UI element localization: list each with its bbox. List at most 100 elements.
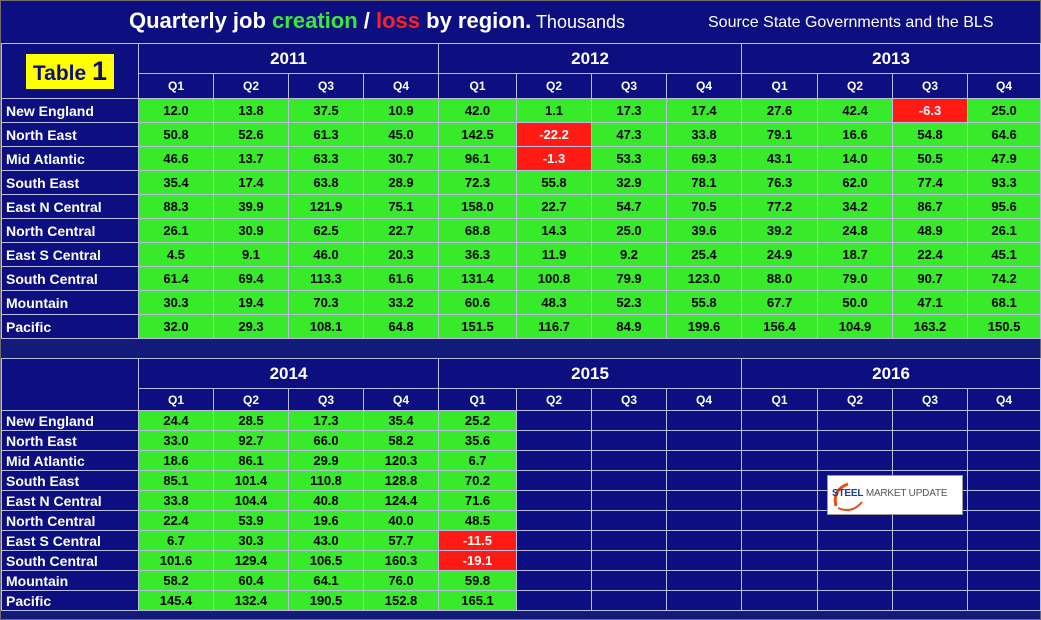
- value-cell: 22.7: [516, 194, 593, 219]
- value-cell: 101.4: [213, 470, 289, 491]
- value-cell: 19.6: [288, 510, 364, 531]
- empty-cell: [591, 570, 668, 591]
- value-cell: 1.1: [516, 98, 593, 123]
- value-cell: 95.6: [967, 194, 1041, 219]
- quarter-header-row: Q1 Q2 Q3 Q4 Q1 Q2 Q3 Q4 Q1 Q2 Q3 Q4: [2, 388, 1041, 411]
- table-row: North East 50.8 52.6 61.3 45.0 142.5 -22.2 47.3…: [1, 122, 1041, 147]
- value-cell: 85.1: [138, 470, 214, 491]
- corner-cell: [1, 358, 139, 411]
- value-cell: 55.8: [666, 290, 743, 315]
- value-cell: 35.6: [438, 430, 518, 451]
- empty-cell: [741, 530, 819, 551]
- table-badge: Table 1: [24, 52, 116, 90]
- logo-brand-rest: MARKET UPDATE: [863, 488, 948, 499]
- value-cell: 129.4: [213, 550, 289, 571]
- value-cell: 25.4: [666, 242, 743, 267]
- value-cell: 30.9: [213, 218, 289, 243]
- value-cell: 14.0: [817, 146, 894, 171]
- quarter-header: Q3: [288, 73, 364, 99]
- value-cell: 16.6: [817, 122, 894, 147]
- value-cell: 47.1: [892, 290, 969, 315]
- value-cell: 25.2: [438, 410, 518, 431]
- value-cell: 106.5: [288, 550, 364, 571]
- value-cell: 190.5: [288, 590, 364, 611]
- value-cell: 57.7: [362, 530, 440, 551]
- empty-cell: [591, 430, 668, 451]
- value-cell: 79.0: [817, 266, 894, 291]
- table-row: Mountain 30.3 19.4 70.3 33.2 60.6 48.3 52.3 55.8…: [1, 290, 1041, 315]
- value-cell: 35.4: [362, 410, 440, 431]
- table-row: North East 33.0 92.7 66.0 58.2 35.6: [1, 430, 1041, 451]
- value-cell: 28.9: [362, 170, 440, 195]
- value-cell: 34.2: [817, 194, 894, 219]
- value-cell: 48.5: [438, 510, 518, 531]
- empty-cell: [892, 450, 969, 471]
- empty-cell: [666, 430, 743, 451]
- quarter-header-row: Q1 Q2 Q3 Q4 Q1 Q2 Q3 Q4 Q1 Q2 Q3 Q4: [2, 73, 1041, 99]
- value-cell: 74.2: [967, 266, 1041, 291]
- value-cell: 29.9: [288, 450, 364, 471]
- value-cell: 77.4: [892, 170, 969, 195]
- value-cell: 54.7: [591, 194, 668, 219]
- value-cell: 77.2: [741, 194, 819, 219]
- value-cell: 28.5: [213, 410, 289, 431]
- value-cell: 120.3: [362, 450, 440, 471]
- value-cell: 17.3: [288, 410, 364, 431]
- empty-cell: [967, 450, 1041, 471]
- value-cell: 67.7: [741, 290, 819, 315]
- value-cell: 52.6: [213, 122, 289, 147]
- value-cell: -22.2: [516, 122, 593, 147]
- empty-cell: [892, 530, 969, 551]
- value-cell: 37.5: [288, 98, 364, 123]
- value-cell: 27.6: [741, 98, 819, 123]
- value-cell: 55.8: [516, 170, 593, 195]
- value-cell: 46.6: [138, 146, 214, 171]
- region-label: Pacific: [1, 314, 139, 339]
- value-cell: 61.6: [362, 266, 440, 291]
- badge-number: 1: [92, 55, 108, 86]
- value-cell: 124.4: [362, 490, 440, 511]
- empty-cell: [892, 590, 969, 611]
- value-cell: 199.6: [666, 314, 743, 339]
- title-unit: Thousands: [531, 12, 626, 32]
- year-header-row: 2014 2015 2016: [1, 358, 1041, 411]
- empty-cell: [892, 550, 969, 571]
- value-cell: 104.9: [817, 314, 894, 339]
- region-label: Mountain: [1, 570, 139, 591]
- value-cell: -6.3: [892, 98, 969, 123]
- value-cell: 68.8: [438, 218, 518, 243]
- value-cell: 123.0: [666, 266, 743, 291]
- empty-cell: [591, 590, 668, 611]
- value-cell: 48.9: [892, 218, 969, 243]
- table-row: Pacific 32.0 29.3 108.1 64.8 151.5 116.7 84.9 19…: [1, 314, 1041, 339]
- region-label: North East: [1, 430, 139, 451]
- value-cell: 52.3: [591, 290, 668, 315]
- empty-cell: [516, 450, 593, 471]
- value-cell: 24.9: [741, 242, 819, 267]
- value-cell: 60.4: [213, 570, 289, 591]
- value-cell: 50.5: [892, 146, 969, 171]
- table-row: New England 12.0 13.8 37.5 10.9 42.0 1.1 17.3 17…: [1, 98, 1041, 123]
- table-row: South Central 101.6 129.4 106.5 160.3 -19.1: [1, 550, 1041, 571]
- quarter-header: Q1: [138, 73, 214, 99]
- value-cell: 54.8: [892, 122, 969, 147]
- value-cell: 30.7: [362, 146, 440, 171]
- value-cell: 64.8: [362, 314, 440, 339]
- empty-cell: [741, 470, 819, 491]
- region-label: Pacific: [1, 590, 139, 611]
- value-cell: 63.3: [288, 146, 364, 171]
- value-cell: 145.4: [138, 590, 214, 611]
- quarter-header: Q2: [213, 388, 289, 411]
- quarter-header: Q3: [892, 73, 969, 99]
- value-cell: 42.0: [438, 98, 518, 123]
- value-cell: 113.3: [288, 266, 364, 291]
- value-cell: 116.7: [516, 314, 593, 339]
- value-cell: 50.0: [817, 290, 894, 315]
- value-cell: 79.9: [591, 266, 668, 291]
- empty-cell: [817, 590, 894, 611]
- quarter-header: Q4: [666, 73, 743, 99]
- empty-cell: [591, 410, 668, 431]
- empty-cell: [741, 570, 819, 591]
- value-cell: -11.5: [438, 530, 518, 551]
- value-cell: 61.4: [138, 266, 214, 291]
